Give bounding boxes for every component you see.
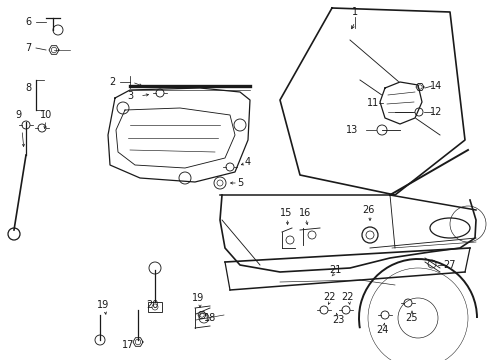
Text: 9: 9: [15, 110, 21, 120]
Text: 3: 3: [127, 91, 133, 101]
Polygon shape: [280, 8, 464, 195]
Text: 17: 17: [122, 340, 134, 350]
Text: 18: 18: [203, 313, 216, 323]
Text: 12: 12: [429, 107, 441, 117]
Text: 1: 1: [351, 7, 357, 17]
Text: 20: 20: [145, 300, 158, 310]
Polygon shape: [108, 88, 249, 182]
Text: 19: 19: [97, 300, 109, 310]
Text: 10: 10: [40, 110, 52, 120]
Bar: [148, 302, 162, 312]
Text: 16: 16: [298, 208, 310, 218]
Text: 11: 11: [366, 98, 378, 108]
Text: 14: 14: [429, 81, 441, 91]
Text: 21: 21: [328, 265, 341, 275]
Text: 7: 7: [25, 43, 31, 53]
Text: 26: 26: [361, 205, 373, 215]
Text: 2: 2: [109, 77, 115, 87]
Text: 25: 25: [405, 313, 417, 323]
Text: 15: 15: [279, 208, 292, 218]
Text: 23: 23: [331, 315, 344, 325]
Text: 24: 24: [375, 325, 387, 335]
Text: 22: 22: [323, 292, 336, 302]
Text: 5: 5: [236, 178, 243, 188]
Text: 22: 22: [341, 292, 353, 302]
Polygon shape: [379, 82, 421, 124]
Text: 4: 4: [244, 157, 250, 167]
Text: 19: 19: [191, 293, 203, 303]
Text: 27: 27: [443, 260, 455, 270]
Text: 8: 8: [25, 83, 31, 93]
Text: 6: 6: [25, 17, 31, 27]
Text: 13: 13: [345, 125, 357, 135]
